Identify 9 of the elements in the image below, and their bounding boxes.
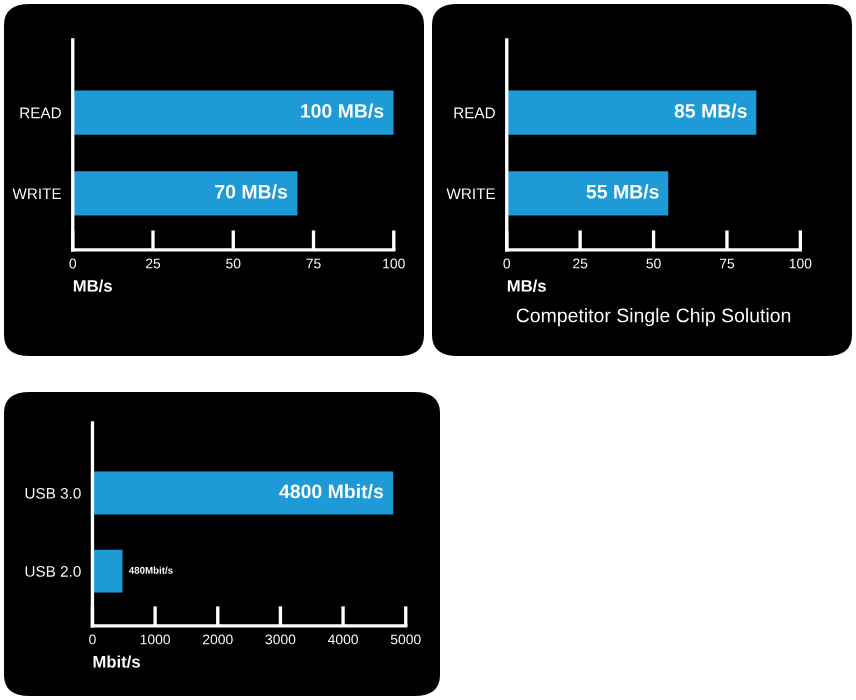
- data-label: 85 MB/s: [674, 103, 747, 119]
- text: Competitor Single Chip Solution: [516, 308, 791, 327]
- x-axis-title: Mbit/s: [93, 655, 140, 668]
- x-axis-title: MB/s: [73, 279, 112, 292]
- data-label: 4800 Mbit/s: [279, 484, 384, 499]
- data-label: 55 MB/s: [586, 184, 659, 199]
- data-label: 70 MB/s: [215, 184, 288, 199]
- x-axis-title: MB/s: [507, 279, 546, 292]
- data-label: 100 MB/s: [301, 103, 384, 119]
